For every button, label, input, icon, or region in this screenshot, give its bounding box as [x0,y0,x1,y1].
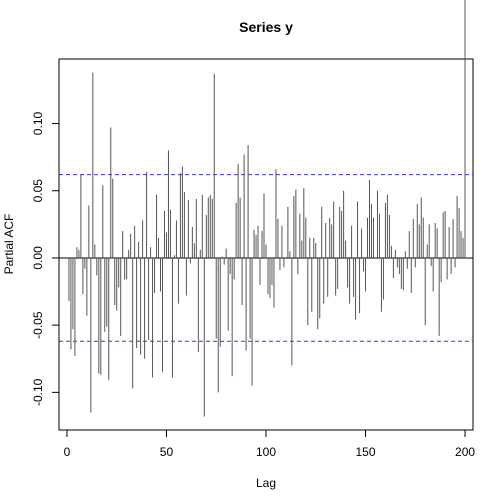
y-tick-label: 0.00 [31,246,45,270]
chart-title: Series y [239,19,293,35]
x-tick-label: 100 [256,445,276,459]
y-tick-label: -0.05 [31,311,45,339]
y-tick-label: 0.10 [31,112,45,136]
x-tick-label: 50 [160,445,174,459]
y-tick-label: -0.10 [31,378,45,406]
y-tick-label: 0.05 [31,179,45,203]
x-tick-label: 150 [356,445,376,459]
confidence-bounds [59,174,473,342]
y-axis: -0.10 -0.05 0.00 0.05 0.10 [31,112,60,406]
pacf-bars [68,0,466,417]
x-tick-label: 200 [455,445,475,459]
y-axis-label: Partial ACF [2,214,16,275]
x-axis: 0 50 100 150 200 [64,429,475,459]
x-tick-label: 0 [64,445,71,459]
x-axis-label: Lag [256,476,276,490]
